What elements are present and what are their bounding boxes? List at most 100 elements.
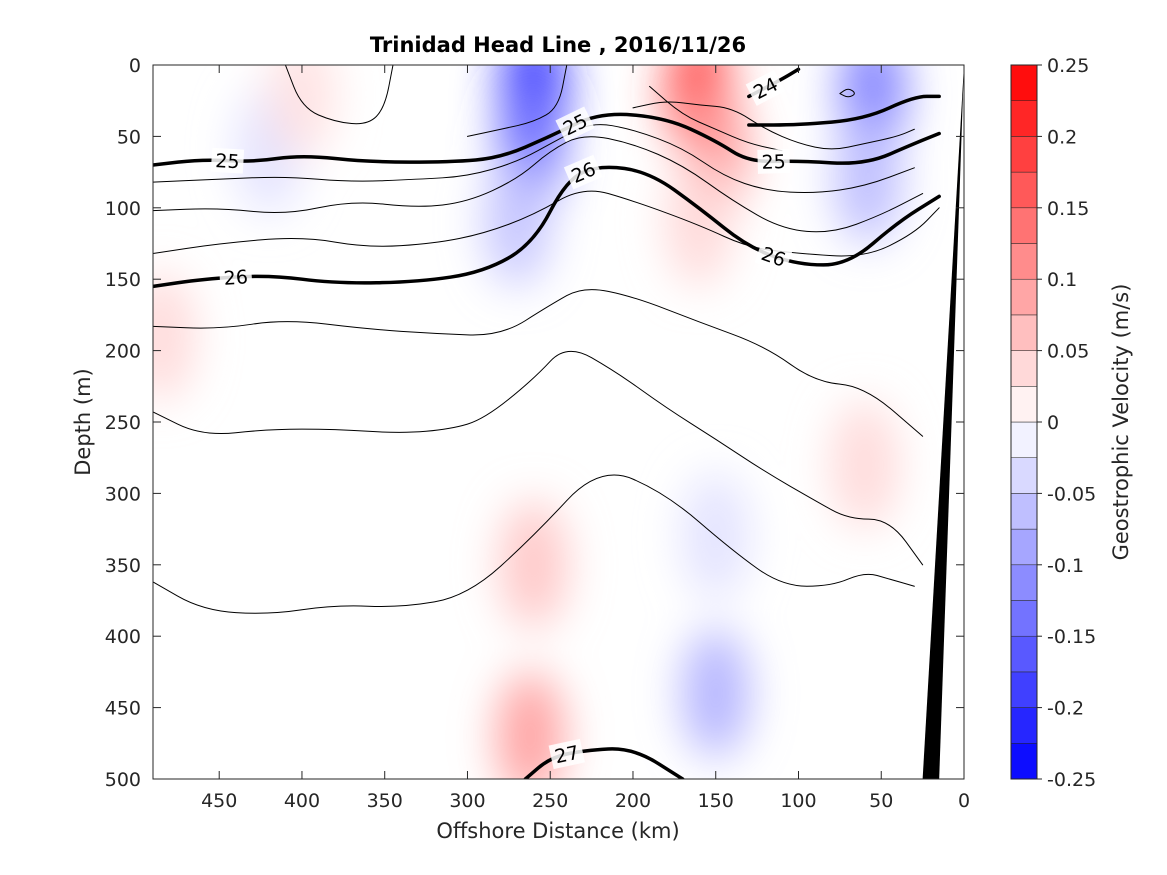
isopycnal-bold bbox=[747, 94, 941, 127]
x-tick-label: 150 bbox=[698, 790, 734, 812]
velocity-cell bbox=[484, 157, 551, 287]
isopycnal-thin bbox=[153, 289, 924, 437]
colorbar-label: Geostrophic Velocity (m/s) bbox=[1109, 284, 1133, 561]
colorbar-tick-label: -0.2 bbox=[1047, 698, 1084, 720]
contour-label: 25 bbox=[761, 151, 786, 174]
y-tick-label: 350 bbox=[105, 555, 141, 577]
isopycnal-bold bbox=[153, 112, 941, 167]
contour-label-group: 25 bbox=[210, 147, 245, 174]
colorbar-tick-label: -0.25 bbox=[1047, 769, 1096, 791]
x-tick-label: 450 bbox=[201, 790, 237, 812]
colorbar-tick-label: -0.15 bbox=[1047, 626, 1096, 648]
isopycnal-thin bbox=[632, 101, 915, 150]
colorbar-tick-label: 0.1 bbox=[1047, 269, 1077, 291]
velocity-field bbox=[153, 65, 907, 779]
colorbar-swatch bbox=[1010, 314, 1038, 351]
velocity-cell bbox=[682, 629, 749, 758]
contour-label: 26 bbox=[223, 266, 249, 290]
y-tick-label: 450 bbox=[105, 698, 141, 720]
colorbar-swatch bbox=[1010, 64, 1038, 101]
contour-label-bg bbox=[757, 148, 791, 174]
x-tick-label: 250 bbox=[532, 790, 568, 812]
colorbar-swatches bbox=[1010, 64, 1038, 780]
isopycnal-bold bbox=[153, 165, 941, 289]
colorbar-swatch bbox=[1010, 743, 1038, 780]
velocity-cell bbox=[153, 272, 195, 401]
bathymetry-seafloor bbox=[922, 65, 964, 779]
colorbar: 0.25 0.2 0.15 0.1 0.05 0 -0.05 -0.1 -0.15 -0.2 -0.… bbox=[1010, 55, 1133, 791]
x-tick-label: 350 bbox=[367, 790, 403, 812]
colorbar-swatch bbox=[1010, 421, 1038, 458]
isopycnal-contours bbox=[153, 65, 941, 779]
colorbar-swatch bbox=[1010, 350, 1038, 387]
isopycnal-thin bbox=[649, 85, 783, 152]
contour-label-group: 26 bbox=[754, 239, 793, 273]
contour-label: 25 bbox=[215, 150, 240, 173]
isopycnal-thin bbox=[153, 190, 940, 257]
colorbar-swatch bbox=[1010, 707, 1038, 744]
colorbar-tick-label: 0.2 bbox=[1047, 126, 1077, 148]
contour-label-bg bbox=[745, 69, 786, 106]
velocity-cell bbox=[831, 400, 898, 530]
colorbar-swatch bbox=[1010, 457, 1038, 494]
y-tick-label: 50 bbox=[117, 126, 141, 148]
x-tick-label: 50 bbox=[869, 790, 893, 812]
contour-label-bg bbox=[210, 147, 245, 174]
contour-label-bg bbox=[548, 738, 585, 770]
contour-label-bg bbox=[555, 106, 595, 143]
x-tick-label: 200 bbox=[615, 790, 651, 812]
isopycnal-thin bbox=[153, 124, 915, 193]
x-tick-label: 400 bbox=[284, 790, 320, 812]
contour-label-bg bbox=[563, 154, 603, 190]
colorbar-tick-label: 0.25 bbox=[1047, 55, 1089, 77]
isopycnal-thin bbox=[284, 65, 394, 125]
contour-label-group: 26 bbox=[219, 264, 253, 291]
colorbar-swatch bbox=[1010, 171, 1038, 209]
colorbar-swatch bbox=[1010, 564, 1038, 601]
isopycnal-thin bbox=[153, 350, 924, 566]
contour-label: 27 bbox=[553, 742, 581, 769]
y-axis: 0 50 100 150 200 250 300 350 400 450 500 bbox=[105, 55, 964, 791]
colorbar-swatch bbox=[1010, 671, 1038, 708]
isopycnal-thin bbox=[153, 474, 915, 614]
y-tick-label: 400 bbox=[105, 626, 141, 648]
y-tick-label: 300 bbox=[105, 483, 141, 505]
contour-label-group: 25 bbox=[757, 148, 791, 174]
isopycnal-thin bbox=[839, 88, 855, 98]
contour-label-group: 27 bbox=[548, 738, 585, 770]
colorbar-ticks: 0.25 0.2 0.15 0.1 0.05 0 -0.05 -0.1 -0.15 -0.2 -0.… bbox=[1037, 55, 1096, 791]
y-tick-label: 250 bbox=[105, 412, 141, 434]
contour-label-bg bbox=[219, 264, 253, 291]
colorbar-swatch bbox=[1010, 136, 1038, 173]
x-axis: 450 400 350 300 250 200 150 100 50 0 bbox=[201, 65, 970, 812]
chart-title: Trinidad Head Line , 2016/11/26 bbox=[370, 33, 746, 57]
y-tick-label: 150 bbox=[105, 269, 141, 291]
colorbar-swatch bbox=[1010, 207, 1038, 244]
x-tick-label: 100 bbox=[780, 790, 816, 812]
colorbar-swatch bbox=[1010, 386, 1038, 423]
colorbar-swatch bbox=[1010, 278, 1038, 316]
x-tick-label: 300 bbox=[449, 790, 485, 812]
x-axis-label: Offshore Distance (km) bbox=[436, 819, 679, 843]
velocity-cell bbox=[666, 157, 733, 287]
colorbar-tick-label: -0.1 bbox=[1047, 555, 1084, 577]
y-tick-label: 0 bbox=[129, 55, 141, 77]
y-tick-label: 200 bbox=[105, 341, 141, 363]
x-tick-label: 0 bbox=[958, 790, 970, 812]
velocity-cell bbox=[834, 114, 902, 244]
colorbar-swatch bbox=[1010, 600, 1038, 637]
y-tick-label: 500 bbox=[105, 769, 141, 791]
colorbar-tick-label: 0.15 bbox=[1047, 198, 1089, 220]
isopycnal-thin bbox=[466, 65, 568, 137]
colorbar-tick-label: -0.05 bbox=[1047, 483, 1096, 505]
velocity-cell bbox=[268, 65, 336, 158]
velocity-cell bbox=[497, 671, 564, 779]
colorbar-tick-label: 0 bbox=[1047, 412, 1059, 434]
colorbar-swatch bbox=[1010, 635, 1038, 673]
y-tick-label: 100 bbox=[105, 198, 141, 220]
contour-label-bg bbox=[754, 239, 793, 273]
velocity-cell bbox=[500, 500, 567, 630]
y-axis-label: Depth (m) bbox=[71, 368, 95, 475]
